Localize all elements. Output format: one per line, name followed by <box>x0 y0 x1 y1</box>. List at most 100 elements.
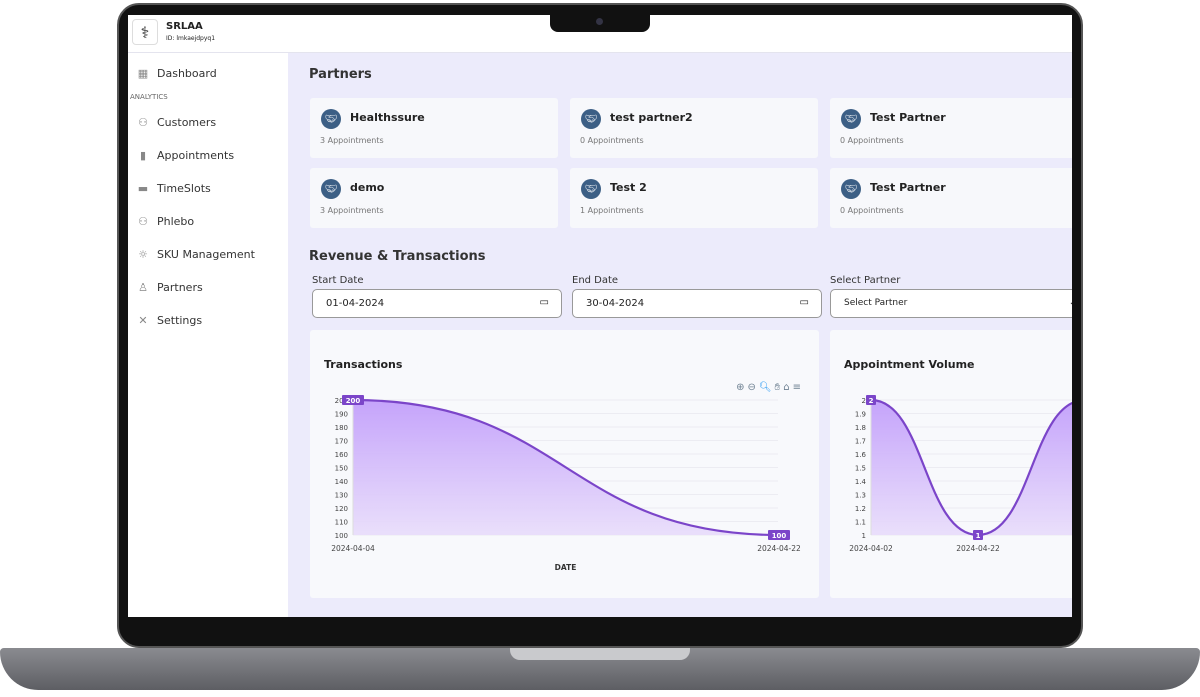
end-date-label: End Date <box>572 275 619 286</box>
zoom-out-icon[interactable]: ⊖ <box>747 382 756 393</box>
partner-name: demo <box>350 181 385 194</box>
users-icon: ⚇ <box>138 116 148 129</box>
data-label-box <box>866 395 876 405</box>
data-label-box <box>342 395 364 405</box>
y-tick-label: 190 <box>335 411 348 419</box>
y-tick-label: 2 <box>862 397 866 405</box>
sidebar-item-partners[interactable]: ♙ Partners <box>137 281 203 294</box>
pan-icon[interactable]: ✋︎ <box>774 382 781 393</box>
sidebar-item-timeslots[interactable]: ▬ TimeSlots <box>137 182 211 195</box>
sidebar-item-label: TimeSlots <box>157 182 211 195</box>
x-tick-label: 2024-04-02 <box>849 544 893 553</box>
main-content: Partners 🤝︎ Healthssure 3 Appointments 🤝︎ te… <box>288 53 1072 617</box>
y-tick-label: 120 <box>335 505 348 513</box>
calendar-icon: ▬ <box>137 182 149 195</box>
y-tick-label: 160 <box>335 451 348 459</box>
partner-card[interactable]: 🤝︎ Healthssure 3 Appointments <box>310 98 558 158</box>
area-fill <box>871 400 1072 535</box>
sidebar-section-analytics: ANALYTICS <box>130 93 168 101</box>
partner-name: Test 2 <box>610 181 647 194</box>
grid-icon: ▦ <box>137 67 149 80</box>
reset-home-icon[interactable]: ⌂ <box>783 382 790 393</box>
revenue-title: Revenue & Transactions <box>309 249 486 264</box>
partner-appointments: 3 Appointments <box>320 136 384 145</box>
camera-icon <box>596 18 603 25</box>
laptop-base <box>0 648 1200 690</box>
tools-icon: ✕ <box>138 314 148 327</box>
data-label: 1 <box>976 532 981 540</box>
sidebar-item-sku-management[interactable]: ☼ SKU Management <box>137 248 255 261</box>
caduceus-logo-icon: ⚕ <box>132 19 158 45</box>
sidebar-item-label: Partners <box>157 281 203 294</box>
y-tick-label: 1.4 <box>855 478 867 486</box>
partner-name: Test Partner <box>870 111 946 124</box>
partner-name: test partner2 <box>610 111 693 124</box>
partner-select[interactable]: Select Partner ⌄ <box>830 289 1072 318</box>
data-label-box <box>768 530 790 540</box>
y-tick-label: 1.3 <box>855 492 866 500</box>
sidebar: ▦ Dashboard ANALYTICS ⚇ Customers ▮ Appoint… <box>128 53 288 617</box>
end-date-input[interactable]: 30-04-2024 ▭ <box>572 289 822 318</box>
y-tick-label: 1.6 <box>855 451 867 459</box>
data-label-box <box>973 530 983 540</box>
cursor-icon: ☼ <box>138 248 148 261</box>
zoom-in-icon[interactable]: ⊕ <box>736 382 745 393</box>
partner-appointments: 3 Appointments <box>320 206 384 215</box>
partner-card[interactable]: 🤝︎ Test Partner 0 Appointments <box>830 168 1072 228</box>
start-date-label: Start Date <box>312 275 364 286</box>
appointment-volume-chart-card: Appointment Volume 2 1.9 1.8 1.7 1.6 1.5 1.4 1.… <box>830 330 1072 598</box>
y-tick-label: 1.2 <box>855 505 866 513</box>
end-date-value: 30-04-2024 <box>586 298 645 309</box>
partner-select-value: Select Partner <box>844 298 908 308</box>
x-tick-label: 2024-04-04 <box>331 544 375 553</box>
y-tick-label: 180 <box>335 424 348 432</box>
start-date-input[interactable]: 01-04-2024 ▭ <box>312 289 562 318</box>
partner-appointments: 1 Appointments <box>580 206 644 215</box>
partner-name: Healthssure <box>350 111 425 124</box>
y-tick-label: 200 <box>335 397 348 405</box>
y-tick-label: 1.5 <box>855 465 866 473</box>
data-label: 2 <box>869 397 874 405</box>
partner-select-label: Select Partner <box>830 275 901 286</box>
partners-title: Partners <box>309 67 372 82</box>
transactions-chart: 200 190 180 170 160 150 140 130 120 110 100 2024-04… <box>331 395 801 572</box>
series-line <box>352 398 780 537</box>
partner-card[interactable]: 🤝︎ Test Partner 0 Appointments <box>830 98 1072 158</box>
transactions-chart-card: Transactions ⊕ ⊖ 🔍︎ ✋︎ ⌂ ≡ 200 190 180 170 160 150… <box>310 330 819 598</box>
users-icon: ⚇ <box>138 215 148 228</box>
sidebar-item-settings[interactable]: ✕ Settings <box>137 314 202 327</box>
data-label: 100 <box>772 532 787 540</box>
bar-chart-icon: ▮ <box>139 149 147 162</box>
y-tick-label: 110 <box>335 519 348 527</box>
start-date-value: 01-04-2024 <box>326 298 385 309</box>
handshake-icon: 🤝︎ <box>321 109 341 129</box>
sidebar-item-dashboard[interactable]: ▦ Dashboard <box>137 67 217 80</box>
sidebar-item-label: Phlebo <box>157 215 195 228</box>
user-icon: ♙ <box>138 281 148 294</box>
sidebar-item-customers[interactable]: ⚇ Customers <box>137 116 216 129</box>
handshake-icon: 🤝︎ <box>321 179 341 199</box>
x-axis-title: DATE <box>555 563 577 572</box>
calendar-icon[interactable]: ▭ <box>539 297 549 308</box>
sidebar-item-phlebo[interactable]: ⚇ Phlebo <box>137 215 194 228</box>
menu-icon[interactable]: ≡ <box>792 382 801 393</box>
calendar-icon[interactable]: ▭ <box>799 297 809 308</box>
sidebar-item-label: Appointments <box>157 149 235 162</box>
partner-card[interactable]: 🤝︎ test partner2 0 Appointments <box>570 98 818 158</box>
chart-title: Transactions <box>324 358 403 371</box>
chart-toolbar: ⊕ ⊖ 🔍︎ ✋︎ ⌂ ≡ <box>736 382 801 393</box>
camera-notch <box>550 14 650 32</box>
sidebar-item-label: Settings <box>157 314 203 327</box>
partner-appointments: 0 Appointments <box>840 206 904 215</box>
partner-card[interactable]: 🤝︎ demo 3 Appointments <box>310 168 558 228</box>
y-tick-label: 1 <box>862 532 866 540</box>
sidebar-item-appointments[interactable]: ▮ Appointments <box>137 149 234 162</box>
sidebar-item-label: Customers <box>157 116 217 129</box>
y-tick-label: 1.7 <box>855 438 866 446</box>
y-tick-label: 100 <box>335 532 348 540</box>
y-tick-label: 1.8 <box>855 424 866 432</box>
zoom-select-icon[interactable]: 🔍︎ <box>758 382 772 393</box>
partner-card[interactable]: 🤝︎ Test 2 1 Appointments <box>570 168 818 228</box>
handshake-icon: 🤝︎ <box>841 179 861 199</box>
partner-appointments: 0 Appointments <box>840 136 904 145</box>
